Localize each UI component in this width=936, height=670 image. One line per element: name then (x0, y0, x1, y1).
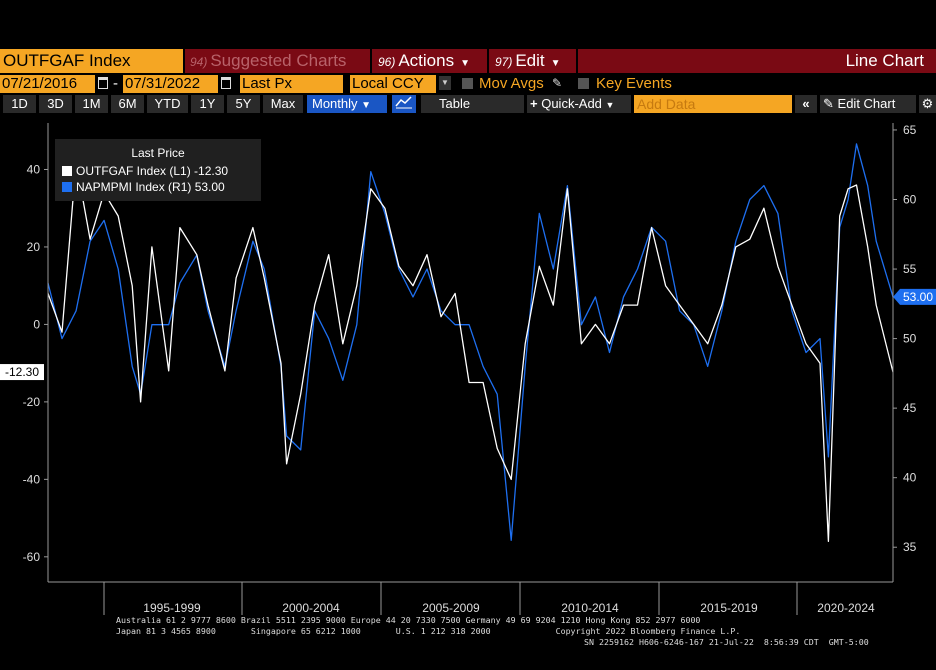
range-button-max[interactable]: Max (263, 95, 303, 113)
right-tick-label: 35 (903, 540, 917, 554)
date-separator: - (113, 75, 118, 92)
legend-row-text: OUTFGAF Index (L1) -12.30 (76, 164, 229, 178)
chart-legend[interactable]: Last Price OUTFGAF Index (L1) -12.30 NAP… (55, 139, 261, 201)
settings-gear-icon[interactable]: ⚙ (919, 95, 936, 113)
frequency-dropdown[interactable]: Monthly ▼ (307, 95, 387, 113)
left-tick-label: -60 (23, 550, 41, 564)
ticker-field[interactable]: OUTFGAF Index (0, 49, 183, 73)
field-selector[interactable]: Last Px (240, 75, 343, 93)
suggested-charts-menu[interactable]: 94) Suggested Charts (190, 49, 346, 73)
chart-axes: 40 20 0 -20 -40 -60 65 60 55 50 45 40 35 1995-1999 200… (0, 123, 936, 615)
footer-line-3: SN 2259162 H606-6246-167 21-Jul-22 8:56:… (584, 637, 869, 647)
frequency-label: Monthly (312, 96, 358, 111)
right-tick-label: 55 (903, 262, 917, 276)
edit-label: Edit (515, 51, 545, 70)
edit-chart-button[interactable]: ✎ Edit Chart (820, 95, 916, 113)
chart-toolbar: 1D 3D 1M 6M YTD 1Y 5Y Max Monthly ▼ Table + Qui… (0, 94, 936, 114)
end-date-field[interactable]: 07/31/2022 (123, 75, 218, 93)
x-tick-label: 2010-2014 (561, 601, 619, 615)
range-button-5y[interactable]: 5Y (227, 95, 260, 113)
parameters-bar: 07/21/2016 - 07/31/2022 Last Px Local CC… (0, 74, 936, 93)
x-tick-label: 2000-2004 (282, 601, 340, 615)
menu-divider (370, 49, 372, 73)
calendar-icon[interactable] (98, 77, 108, 89)
range-button-1y[interactable]: 1Y (191, 95, 224, 113)
left-tick-label: 40 (27, 162, 41, 176)
title-bar: OUTFGAF Index 94) Suggested Charts 96) Act… (0, 49, 936, 73)
chevron-down-icon: ▼ (460, 58, 470, 69)
right-tick-label: 50 (903, 332, 917, 346)
plus-icon: + (530, 96, 538, 111)
edit-number: 97) (495, 55, 513, 69)
edit-chart-label: Edit Chart (837, 96, 896, 111)
legend-row-outfgaf: OUTFGAF Index (L1) -12.30 (62, 164, 228, 178)
line-chart-icon (395, 96, 412, 109)
key-events-checkbox[interactable] (578, 78, 589, 89)
legend-swatch (62, 182, 72, 192)
pencil-icon[interactable]: ✎ (552, 76, 563, 90)
legend-title: Last Price (131, 146, 185, 160)
left-tick-label: 0 (33, 317, 40, 331)
menu-divider (576, 49, 578, 73)
edit-menu[interactable]: 97) Edit ▼ (495, 49, 561, 73)
legend-swatch (62, 166, 72, 176)
chevron-down-icon[interactable]: ▼ (439, 76, 451, 90)
suggested-charts-number: 94) (190, 55, 208, 69)
mov-avgs-label[interactable]: Mov Avgs (479, 75, 544, 92)
footer-line-2: Japan 81 3 4565 8900 Singapore 65 6212 1… (116, 626, 741, 636)
actions-number: 96) (378, 55, 396, 69)
quick-add-dropdown[interactable]: + Quick-Add ▼ (527, 95, 631, 113)
right-tick-label: 45 (903, 401, 917, 415)
pencil-icon: ✎ (823, 96, 834, 111)
calendar-icon[interactable] (221, 77, 231, 89)
x-tick-label: 2015-2019 (700, 601, 758, 615)
x-tick-label: 1995-1999 (143, 601, 201, 615)
key-events-label[interactable]: Key Events (596, 75, 672, 92)
left-tick-label: -20 (23, 395, 41, 409)
table-button[interactable]: Table (421, 95, 524, 113)
range-button-3d[interactable]: 3D (39, 95, 72, 113)
right-tick-label: 40 (903, 471, 917, 485)
collapse-icon[interactable]: « (795, 95, 817, 113)
currency-selector[interactable]: Local CCY (350, 75, 436, 93)
range-button-ytd[interactable]: YTD (147, 95, 188, 113)
last-value-badge-left (0, 364, 44, 381)
last-value-badge-right (893, 288, 936, 305)
last-value-badge-left-text: -12.30 (5, 365, 39, 379)
mov-avgs-checkbox[interactable] (462, 78, 473, 89)
x-tick-label: 2005-2009 (422, 601, 480, 615)
last-value-badge-right-text: 53.00 (903, 290, 933, 304)
right-tick-label: 65 (903, 123, 917, 137)
legend-row-napmpmi: NAPMPMI Index (R1) 53.00 (62, 180, 225, 194)
right-tick-label: 60 (903, 193, 917, 207)
left-tick-label: 20 (27, 240, 41, 254)
footer-line-1: Australia 61 2 9777 8600 Brazil 5511 239… (116, 615, 701, 625)
series-line-napmpmi (47, 143, 894, 541)
menu-divider (487, 49, 489, 73)
chart-type-label: Line Chart (845, 51, 924, 70)
left-tick-label: -40 (23, 472, 41, 486)
line-chart-toggle[interactable] (392, 95, 416, 113)
legend-row-text: NAPMPMI Index (R1) 53.00 (76, 180, 225, 194)
actions-menu[interactable]: 96) Actions ▼ (378, 49, 470, 73)
quick-add-label: Quick-Add (541, 96, 602, 111)
chevron-down-icon: ▼ (550, 58, 561, 69)
chevron-down-icon: ▼ (361, 100, 372, 111)
menu-divider (183, 49, 185, 73)
range-button-6m[interactable]: 6M (111, 95, 144, 113)
suggested-charts-label: Suggested Charts (210, 51, 347, 70)
add-data-input[interactable]: Add Data (634, 95, 792, 113)
series-line-outfgaf (47, 161, 894, 542)
range-button-1m[interactable]: 1M (75, 95, 108, 113)
chevron-down-icon: ▼ (605, 100, 615, 110)
start-date-field[interactable]: 07/21/2016 (0, 75, 95, 93)
x-tick-label: 2020-2024 (817, 601, 875, 615)
actions-label: Actions (398, 51, 455, 70)
chart-series (47, 143, 894, 542)
range-button-1d[interactable]: 1D (3, 95, 36, 113)
